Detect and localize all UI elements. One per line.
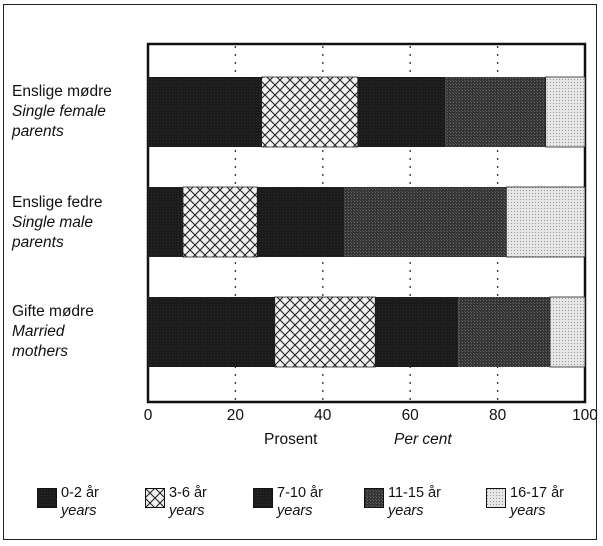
category-label-married-mothers: Gifte mødre Married mothers <box>12 302 94 362</box>
bar-segment <box>375 297 459 367</box>
bar-segment <box>257 187 345 257</box>
legend-swatch <box>486 488 506 508</box>
bar-segment <box>505 186 586 258</box>
bar-segment <box>357 77 446 147</box>
category-label-en: Single male <box>12 214 93 231</box>
legend-label: 11-15 år <box>388 485 441 501</box>
x-axis-label: Prosent <box>264 431 318 448</box>
legend-label: 3-6 år <box>169 485 207 501</box>
category-label-no: Enslige mødre <box>12 83 112 100</box>
bar-segment <box>261 76 359 148</box>
x-axis-ticks: 0 20 40 60 80 100 <box>144 407 599 424</box>
legend-label-en: years <box>510 503 546 519</box>
legend-swatch <box>145 488 165 508</box>
category-label-no: Enslige fedre <box>12 194 103 211</box>
legend-label-en: years <box>61 503 97 519</box>
legend-label: 16-17 år <box>510 485 565 501</box>
legend-swatch <box>253 488 273 508</box>
bar-segment <box>148 77 262 147</box>
x-tick-label: 40 <box>314 407 332 424</box>
bar-segment <box>458 297 551 367</box>
bar-segment <box>148 187 183 257</box>
bar-segment <box>148 297 275 367</box>
bar-segment <box>549 296 586 368</box>
bars <box>148 76 586 368</box>
category-label-en: parents <box>12 123 64 140</box>
legend-label-en: years <box>169 503 205 519</box>
category-label-single-female: Enslige mødre Single female parents <box>12 82 112 142</box>
x-tick-label: 60 <box>402 407 420 424</box>
x-tick-label: 80 <box>489 407 507 424</box>
bar-segment <box>445 77 546 147</box>
figure-frame <box>3 4 597 540</box>
legend-label-en: years <box>388 503 424 519</box>
x-tick-label: 20 <box>227 407 245 424</box>
category-label-en: Single female <box>12 103 106 120</box>
category-label-en: mothers <box>12 343 68 360</box>
category-label-single-male: Enslige fedre Single male parents <box>12 193 102 253</box>
x-tick-label: 0 <box>144 407 153 424</box>
legend-label: 7-10 år <box>277 485 323 501</box>
category-label-no: Gifte mødre <box>12 303 94 320</box>
legend-label-en: years <box>277 503 313 519</box>
legend-swatch <box>364 488 384 508</box>
category-label-en: parents <box>12 234 64 251</box>
legend-swatch <box>37 488 57 508</box>
bar-segment <box>182 186 258 258</box>
bar-segment <box>344 187 507 257</box>
category-label-en: Married <box>12 323 65 340</box>
bar-segment <box>274 296 376 368</box>
x-tick-label: 100 <box>572 407 598 424</box>
legend-label: 0-2 år <box>61 485 99 501</box>
x-axis-label-en: Per cent <box>394 431 452 448</box>
bar-segment <box>545 76 586 148</box>
